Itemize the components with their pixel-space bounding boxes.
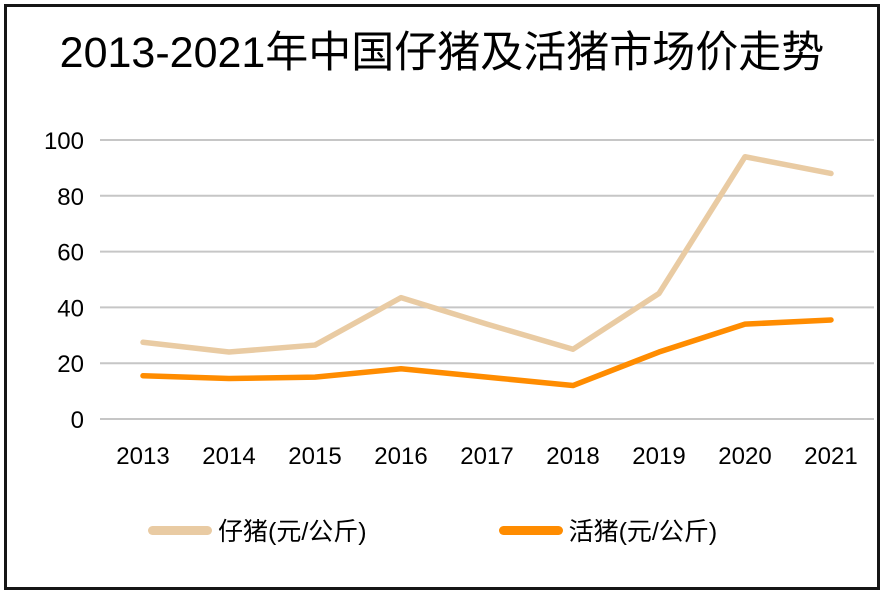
x-axis-tick-label: 2015 bbox=[288, 443, 341, 470]
x-axis-tick-label: 2013 bbox=[116, 443, 169, 470]
piglet-line-swatch-icon bbox=[148, 525, 212, 535]
x-axis-tick-label: 2018 bbox=[546, 443, 599, 470]
legend-item-piglet: 仔猪(元/公斤) bbox=[148, 512, 367, 548]
legend-label-livehog: 活猪(元/公斤) bbox=[568, 518, 718, 547]
chart-title: 2013-2021年中国仔猪及活猪市场价走势 bbox=[59, 29, 825, 77]
y-axis-tick-label: 20 bbox=[57, 352, 84, 379]
y-axis-tick-label: 40 bbox=[57, 296, 84, 323]
y-axis-tick-label: 100 bbox=[44, 128, 84, 155]
series-line-livehog bbox=[140, 317, 834, 389]
line-chart-plot-area: 0 20 40 60 80 100 2013 2014 2015 2016 2017 2018 2019… bbox=[44, 128, 874, 470]
y-axis-tick-label: 80 bbox=[57, 184, 84, 211]
x-axis-tick-label: 2017 bbox=[460, 443, 513, 470]
x-axis-tick-label: 2014 bbox=[202, 443, 255, 470]
chart-frame: 2013-2021年中国仔猪及活猪市场价走势 0 20 40 60 80 100 2013 2… bbox=[4, 4, 880, 590]
x-axis-tick-label: 2019 bbox=[632, 443, 685, 470]
x-axis-tick-label: 2021 bbox=[804, 443, 857, 470]
x-axis-tick-label: 2020 bbox=[718, 443, 771, 470]
legend-item-livehog: 活猪(元/公斤) bbox=[498, 512, 718, 548]
legend: 仔猪(元/公斤) 活猪(元/公斤) bbox=[7, 512, 877, 548]
livehog-line-swatch-icon bbox=[498, 525, 563, 535]
series-line-piglet bbox=[140, 154, 834, 356]
y-axis-tick-label: 60 bbox=[57, 240, 84, 267]
y-axis-tick-label: 0 bbox=[71, 407, 84, 434]
legend-label-piglet: 仔猪(元/公斤) bbox=[218, 518, 367, 547]
x-axis-tick-label: 2016 bbox=[374, 443, 427, 470]
